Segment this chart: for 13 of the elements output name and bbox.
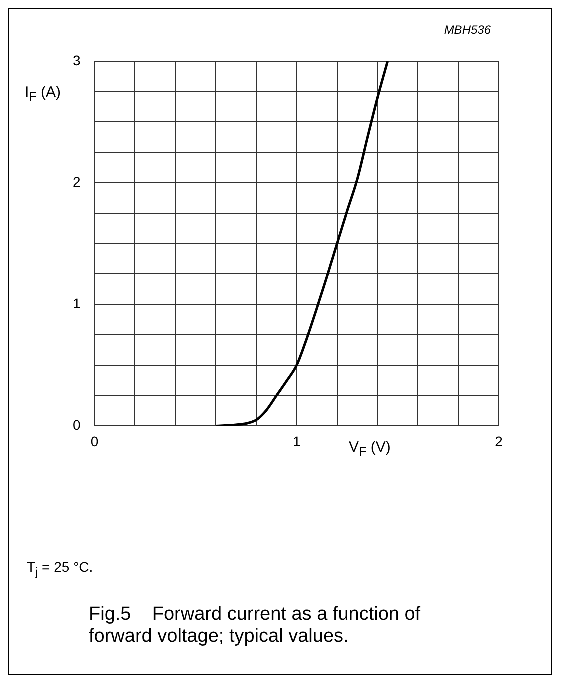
y-tick-label: 0 (72, 417, 81, 434)
x-tick-label: 0 (90, 433, 99, 450)
line-series (214, 61, 390, 426)
text: Fig.5 Forward current as a function of forward voltage; typical values. (89, 604, 422, 648)
y-tick-label: 1 (72, 295, 81, 312)
y-tick-label: 2 (72, 174, 81, 190)
x-tick-label: 1 (292, 433, 301, 450)
y-axis-title: I$_{F}$ (A) (24, 84, 62, 104)
text: T$_{j}$ = 25 °C. (27, 559, 94, 579)
x-tick-label: 2 (495, 433, 504, 450)
y-tick-label: 3 (72, 52, 81, 68)
x-axis-title: V$_{F}$ (V) (349, 439, 391, 459)
text: MBH536 (444, 23, 491, 37)
